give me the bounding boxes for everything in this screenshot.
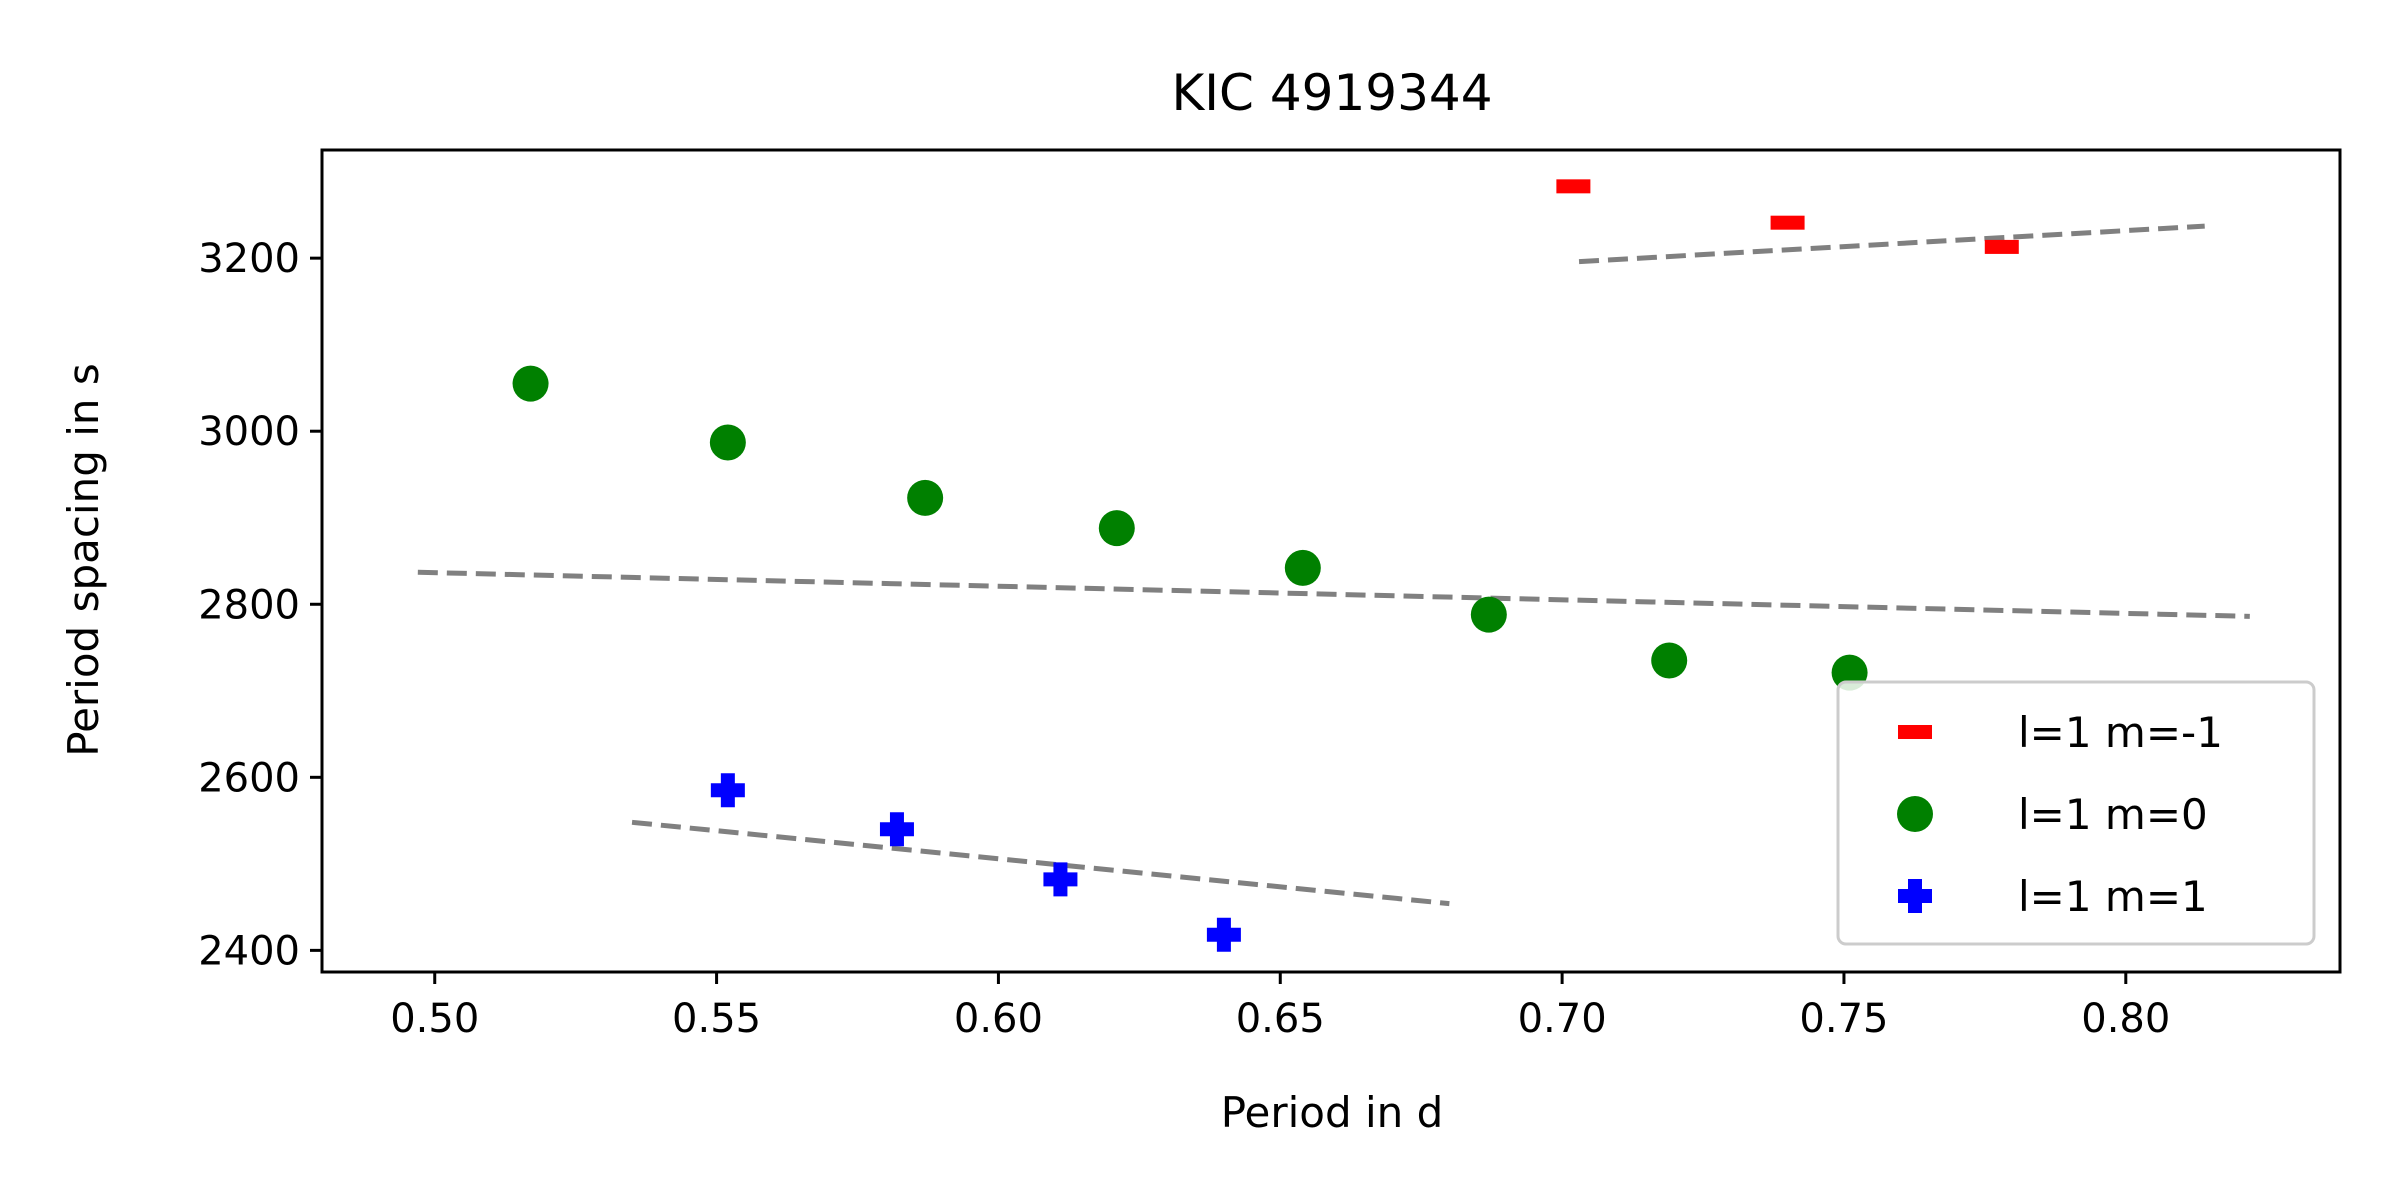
fit-line-1 xyxy=(417,569,2250,619)
x-tick-label: 0.65 xyxy=(1236,996,1325,1042)
plot-area xyxy=(320,148,2342,974)
legend-entry-3: l=1 m=1 xyxy=(2018,872,2208,921)
series-2-point-7 xyxy=(1651,642,1688,679)
fit-line-3 xyxy=(631,819,1450,907)
legend-marker-3 xyxy=(1898,879,1932,913)
series-2-point-3 xyxy=(907,479,944,516)
series-3-point-2 xyxy=(879,812,914,847)
series-2-point-1 xyxy=(512,365,549,402)
series-3-point-4 xyxy=(1206,917,1241,952)
legend-marker-2 xyxy=(1897,796,1933,832)
legend-entry-1: l=1 m=-1 xyxy=(2018,708,2223,757)
series-1-point-1 xyxy=(1556,179,1591,194)
series-1-point-2 xyxy=(1770,215,1805,230)
fit-line-2 xyxy=(1578,223,2205,265)
x-tick-label: 0.60 xyxy=(954,996,1043,1042)
legend-marker-1 xyxy=(1898,725,1932,739)
y-tick-label: 2800 xyxy=(198,582,300,628)
series-2-point-2 xyxy=(709,424,746,461)
chart-title: KIC 4919344 xyxy=(1171,64,1492,122)
x-tick-label: 0.75 xyxy=(1799,996,1888,1042)
legend-entry-2: l=1 m=0 xyxy=(2018,790,2208,839)
y-axis-label: Period spacing in s xyxy=(59,363,108,757)
axes-frame xyxy=(320,148,2342,974)
y-tick-label: 2600 xyxy=(198,755,300,801)
legend: l=1 m=-1 l=1 m=0 l=1 m=1 xyxy=(1836,680,2316,946)
legend-box xyxy=(1836,680,2316,946)
x-axis: 0.50 0.55 0.60 0.65 0.70 0.75 0.80 xyxy=(390,972,2170,1042)
x-tick-label: 0.50 xyxy=(390,996,479,1042)
x-tick-label: 0.70 xyxy=(1518,996,1607,1042)
series-3-point-3 xyxy=(1043,862,1078,897)
y-tick-label: 3000 xyxy=(198,409,300,455)
y-tick-label: 2400 xyxy=(198,928,300,974)
x-tick-label: 0.80 xyxy=(2081,996,2170,1042)
series-2-point-5 xyxy=(1284,549,1321,586)
series-3-point-1 xyxy=(710,773,745,808)
x-tick-label: 0.55 xyxy=(672,996,761,1042)
series-2-point-6 xyxy=(1470,596,1507,633)
x-axis-label: Period in d xyxy=(1221,1088,1444,1137)
series-1-point-3 xyxy=(1984,239,2019,254)
y-tick-label: 3200 xyxy=(198,236,300,282)
series-2-point-4 xyxy=(1098,510,1135,547)
y-axis: 2400 2600 2800 3000 3200 xyxy=(198,236,322,974)
